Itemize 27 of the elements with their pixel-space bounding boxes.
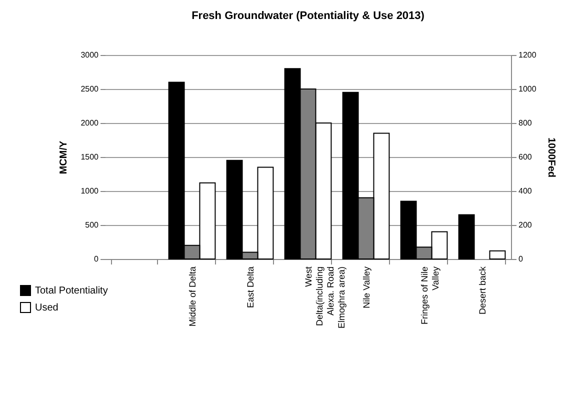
x-tick-label: Fringes of Nile Valley xyxy=(420,266,440,325)
y2-tick-label: 1200 xyxy=(518,50,537,60)
legend-label: Total Potentiality xyxy=(35,286,108,296)
y2-tick-label: 800 xyxy=(518,118,532,128)
y2-axis-title: 1000Fed xyxy=(545,137,556,178)
y2-tick-label: 0 xyxy=(518,254,524,264)
y2-tick-label: 600 xyxy=(518,152,532,162)
y-tick-label: 500 xyxy=(85,220,100,230)
y-tick-label: 0 xyxy=(94,254,100,264)
y-tick-label: 2000 xyxy=(80,118,100,128)
bar xyxy=(489,250,506,260)
x-tick-label: Middle of Delta xyxy=(188,266,198,327)
y2-tick-label: 200 xyxy=(518,220,532,230)
y2-tick-label: 400 xyxy=(518,186,532,196)
y-tick-label: 3000 xyxy=(80,50,100,60)
x-tick-label: Desert back xyxy=(478,266,488,315)
legend-label: Used xyxy=(35,302,58,314)
y2-tick-label: 1000 xyxy=(518,84,537,94)
y-axis-title: MCM/Y xyxy=(58,140,70,174)
y-tick-label: 1500 xyxy=(80,152,100,162)
y-tick-label: 2500 xyxy=(80,84,100,94)
x-tick-label: Nile Valley xyxy=(362,266,372,308)
y-tick-label: 1000 xyxy=(80,186,100,196)
x-tick-label: East Delta xyxy=(246,266,256,308)
chart-title: Fresh Groundwater (Potentiality & Use 2013) xyxy=(192,10,425,22)
x-tick-label: West Delta(including Alexa. Road Elmoghra area) xyxy=(304,266,346,329)
bar xyxy=(458,214,475,260)
